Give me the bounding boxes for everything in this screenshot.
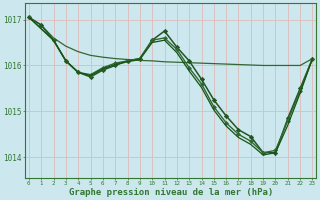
X-axis label: Graphe pression niveau de la mer (hPa): Graphe pression niveau de la mer (hPa) [68,188,273,197]
